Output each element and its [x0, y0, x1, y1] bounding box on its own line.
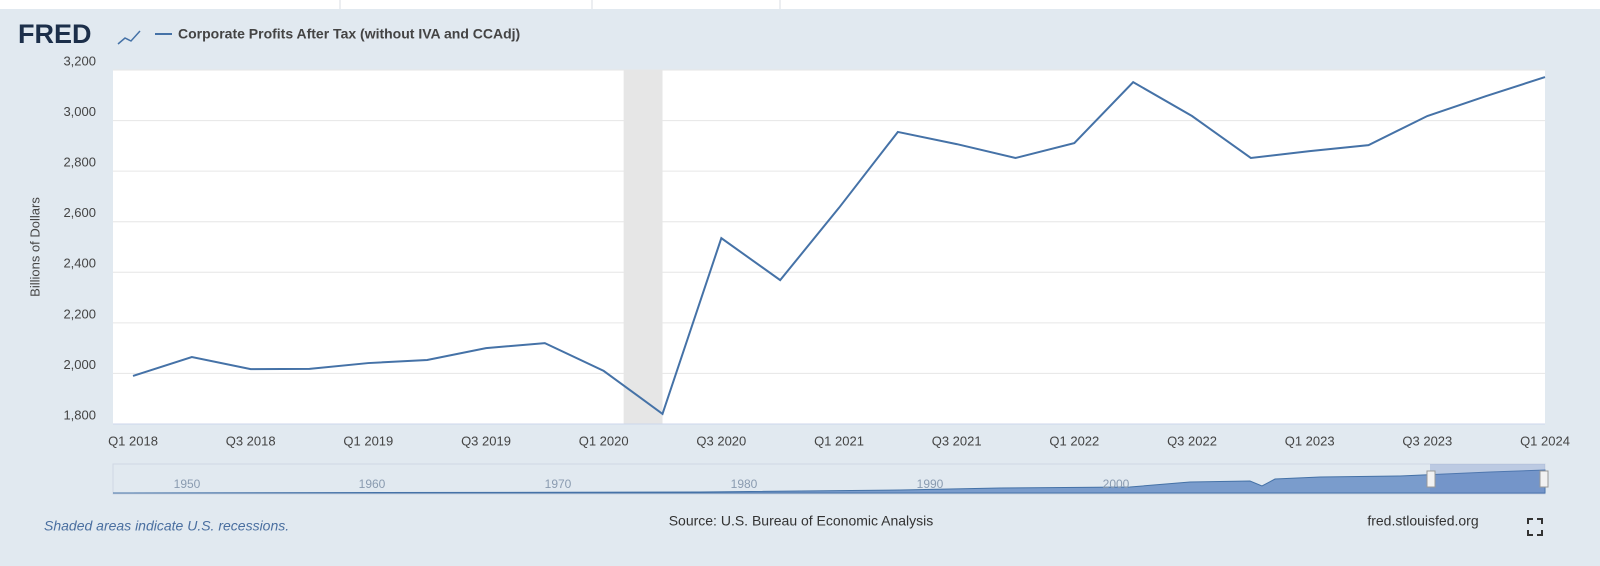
navigator-window: [1430, 464, 1545, 494]
recession-band: [623, 70, 663, 424]
x-tick-label: Q3 2022: [1167, 433, 1217, 448]
legend-label[interactable]: Corporate Profits After Tax (without IVA…: [178, 26, 520, 42]
x-tick-label: Q1 2018: [108, 433, 158, 448]
y-tick-label: 3,200: [63, 53, 96, 68]
x-tick-label: Q3 2021: [932, 433, 982, 448]
x-tick-label: Q1 2023: [1285, 433, 1335, 448]
y-axis-label: Billions of Dollars: [27, 197, 42, 297]
navigator-handle[interactable]: [1539, 470, 1549, 488]
series-line: [132, 76, 1546, 416]
x-tick-label: Q1 2022: [1049, 433, 1099, 448]
navigator-label: 1970: [545, 477, 572, 491]
top-strip: [0, 0, 1600, 9]
x-tick-label: Q1 2020: [579, 433, 629, 448]
navigator-label: 1990: [917, 477, 944, 491]
recession-note: Shaded areas indicate U.S. recessions.: [44, 518, 289, 534]
y-tick-label: 2,400: [63, 256, 96, 271]
x-tick-label: Q3 2023: [1402, 433, 1452, 448]
y-tick-label: 2,800: [63, 155, 96, 170]
navigator-handle[interactable]: [1426, 470, 1436, 488]
navigator-label: 2000: [1103, 477, 1130, 491]
x-tick-label: Q1 2021: [814, 433, 864, 448]
x-tick-label: Q3 2020: [696, 433, 746, 448]
y-tick-label: 2,200: [63, 306, 96, 321]
navigator-label: 1980: [731, 477, 758, 491]
x-tick-label: Q3 2019: [461, 433, 511, 448]
logo-icon: [117, 30, 141, 45]
x-tick-label: Q3 2018: [226, 433, 276, 448]
navigator-label: 1960: [359, 477, 386, 491]
y-tick-label: 3,000: [63, 104, 96, 119]
logo[interactable]: FRED: [18, 19, 92, 49]
navigator-area: [112, 469, 1546, 494]
y-tick-label: 1,800: [63, 407, 96, 422]
navigator-label: 1950: [174, 477, 201, 491]
y-tick-label: 2,600: [63, 205, 96, 220]
y-tick-label: 2,000: [63, 357, 96, 372]
fullscreen-icon[interactable]: [1527, 518, 1543, 536]
x-tick-label: Q1 2019: [343, 433, 393, 448]
source: Source: U.S. Bureau of Economic Analysis: [669, 513, 934, 529]
x-tick-label: Q1 2024: [1520, 433, 1570, 448]
plot-area: [113, 70, 1545, 424]
site-link[interactable]: fred.stlouisfed.org: [1367, 513, 1478, 529]
